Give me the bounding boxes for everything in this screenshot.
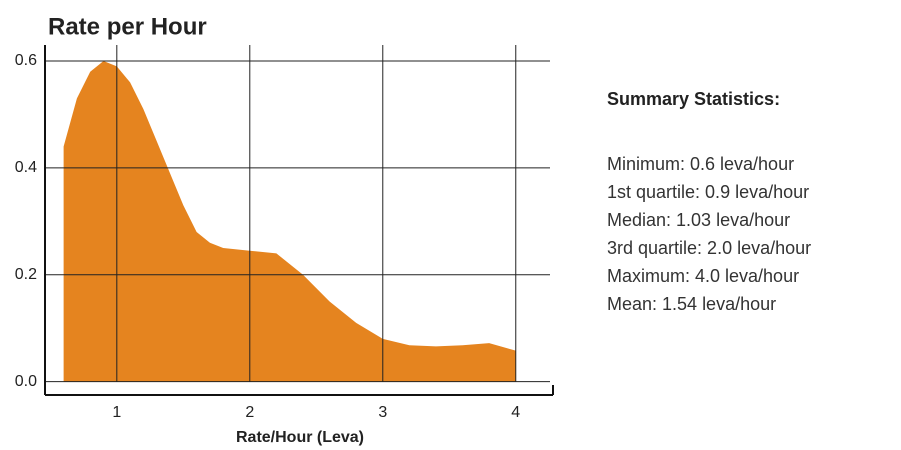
summary-item: Maximum: 4.0 leva/hour [607, 266, 799, 286]
summary-item: 3rd quartile: 2.0 leva/hour [607, 238, 811, 258]
summary-item: Mean: 1.54 leva/hour [607, 294, 776, 314]
summary-item: Median: 1.03 leva/hour [607, 210, 790, 230]
density-area [63, 61, 516, 382]
x-axis-label: Rate/Hour (Leva) [236, 429, 364, 446]
x-tick-label: 3 [378, 404, 387, 421]
y-tick-label: 0.0 [15, 373, 37, 390]
x-tick-label: 2 [245, 404, 254, 421]
x-tick-label: 4 [511, 404, 520, 421]
summary-item: 1st quartile: 0.9 leva/hour [607, 182, 809, 202]
chart-title: Rate per Hour [48, 13, 207, 40]
summary-item: Minimum: 0.6 leva/hour [607, 154, 794, 174]
y-tick-label: 0.4 [15, 159, 37, 176]
y-tick-label: 0.6 [15, 52, 37, 69]
summary-title: Summary Statistics: [607, 89, 780, 109]
x-tick-label: 1 [112, 404, 121, 421]
y-tick-label: 0.2 [15, 266, 37, 283]
